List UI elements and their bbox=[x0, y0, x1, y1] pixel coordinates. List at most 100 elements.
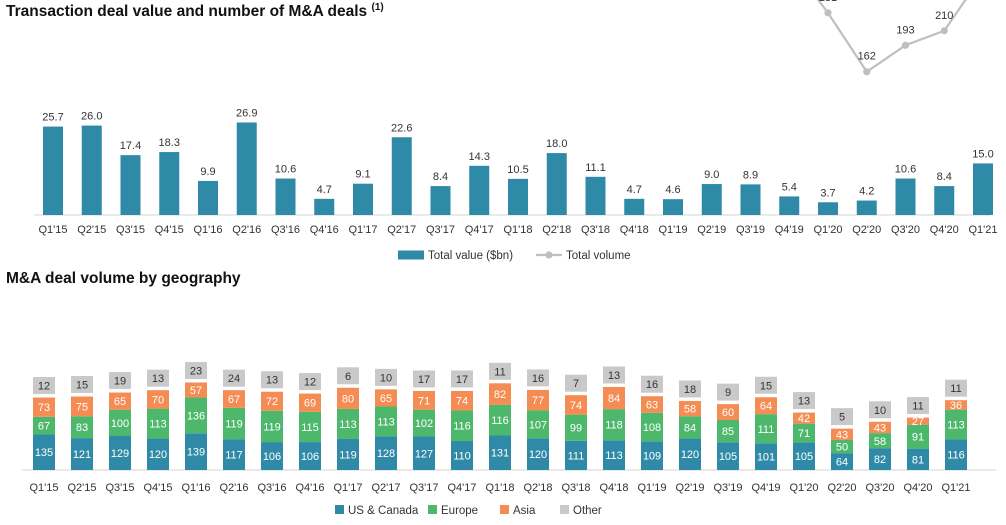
stack-label-asia: 64 bbox=[760, 401, 772, 413]
value-bar bbox=[430, 186, 451, 215]
stack-label-us-canada: 101 bbox=[757, 452, 775, 464]
value-bar-label: 4.2 bbox=[859, 186, 874, 198]
stack-segment-europe bbox=[337, 408, 359, 439]
stack-segment-us-canada bbox=[527, 438, 549, 470]
stack-label-asia: 60 bbox=[722, 407, 734, 419]
stack-segment-us-canada bbox=[679, 438, 701, 470]
x-tick-label: Q1'15 bbox=[38, 224, 67, 236]
stack-segment-europe bbox=[869, 433, 891, 449]
stack-segment-other bbox=[603, 366, 625, 384]
stack-segment-europe bbox=[945, 409, 967, 440]
value-bar bbox=[624, 198, 645, 215]
stack-segment-asia bbox=[603, 386, 625, 410]
value-bar bbox=[508, 178, 528, 215]
x-tick-label: Q1'18 bbox=[503, 224, 532, 236]
x-tick-label: Q1'16 bbox=[193, 224, 222, 236]
chart2-title-text: M&A deal volume by geography bbox=[6, 270, 241, 287]
stack-segment-us-canada bbox=[869, 448, 891, 470]
stack-segment-europe bbox=[33, 416, 55, 435]
stack-label-us-canada: 121 bbox=[73, 449, 91, 461]
stack-label-europe: 99 bbox=[570, 423, 582, 435]
stack-label-europe: 113 bbox=[149, 418, 167, 430]
x-tick-label: Q3'17 bbox=[426, 224, 455, 236]
x-tick-label: Q3'15 bbox=[105, 482, 134, 494]
stack-label-asia: 70 bbox=[152, 394, 164, 406]
stack-label-other: 12 bbox=[38, 381, 50, 393]
x-tick-label: Q2'19 bbox=[675, 482, 704, 494]
stack-segment-europe bbox=[185, 397, 207, 434]
stack-label-other: 18 bbox=[684, 384, 696, 396]
stack-label-asia: 69 bbox=[304, 398, 316, 410]
stack-label-us-canada: 109 bbox=[643, 451, 661, 463]
value-bar-label: 8.9 bbox=[743, 169, 758, 181]
stack-segment-asia bbox=[755, 397, 777, 415]
stack-segment-us-canada bbox=[33, 434, 55, 470]
stack-label-other: 11 bbox=[494, 366, 505, 378]
stack-segment-europe bbox=[147, 408, 169, 439]
stack-label-other: 11 bbox=[950, 383, 961, 395]
value-bar bbox=[469, 165, 490, 215]
stack-label-asia: 43 bbox=[874, 422, 886, 434]
stack-segment-other bbox=[223, 369, 245, 387]
stack-segment-asia bbox=[527, 389, 549, 411]
value-bar-label: 9.1 bbox=[355, 169, 370, 181]
stack-label-asia: 65 bbox=[114, 396, 126, 408]
x-tick-label: Q3'18 bbox=[581, 224, 610, 236]
stack-segment-asia bbox=[831, 428, 853, 440]
chart1-title-text: Transaction deal value and number of M&A… bbox=[6, 3, 368, 21]
volume-point-label: 162 bbox=[858, 51, 876, 63]
value-bar bbox=[391, 137, 412, 215]
stack-label-us-canada: 129 bbox=[111, 448, 129, 460]
value-bar-label: 15.0 bbox=[972, 148, 993, 160]
x-tick-label: Q1'20 bbox=[813, 224, 842, 236]
stack-label-us-canada: 127 bbox=[415, 448, 433, 460]
stack-label-europe: 118 bbox=[605, 420, 623, 432]
stack-label-other: 19 bbox=[114, 376, 126, 388]
stack-label-asia: 74 bbox=[456, 396, 468, 408]
stack-segment-us-canada bbox=[375, 436, 397, 470]
stack-segment-other bbox=[679, 380, 701, 398]
stack-segment-asia bbox=[489, 383, 511, 405]
stack-segment-europe bbox=[261, 410, 283, 443]
value-bar-label: 5.4 bbox=[782, 181, 797, 193]
value-bar bbox=[973, 163, 993, 215]
x-tick-label: Q2'16 bbox=[219, 482, 248, 494]
stack-segment-asia bbox=[109, 392, 131, 410]
stack-label-us-canada: 82 bbox=[874, 454, 886, 466]
volume-point bbox=[940, 27, 948, 35]
value-bar-label: 10.5 bbox=[507, 164, 528, 176]
stack-label-europe: 113 bbox=[339, 419, 357, 431]
stack-label-other: 10 bbox=[874, 405, 886, 417]
stack-segment-other bbox=[489, 362, 511, 380]
stack-label-other: 17 bbox=[456, 374, 468, 386]
stack-segment-asia bbox=[223, 390, 245, 408]
stack-label-other: 16 bbox=[532, 373, 544, 385]
stack-segment-asia bbox=[451, 390, 473, 411]
stack-segment-asia bbox=[33, 397, 55, 417]
stack-segment-europe bbox=[793, 423, 815, 443]
x-tick-label: Q4'16 bbox=[295, 482, 324, 494]
stack-segment-asia bbox=[869, 421, 891, 434]
stack-segment-other bbox=[413, 370, 435, 388]
stack-label-europe: 84 bbox=[684, 422, 696, 434]
stack-label-asia: 57 bbox=[190, 385, 202, 397]
value-bar-label: 9.0 bbox=[704, 169, 719, 181]
x-tick-label: Q2'16 bbox=[232, 224, 261, 236]
x-tick-label: Q1'21 bbox=[968, 224, 997, 236]
x-tick-label: Q2'17 bbox=[387, 224, 416, 236]
volume-point-label: 193 bbox=[896, 24, 914, 36]
x-tick-label: Q4'20 bbox=[930, 224, 959, 236]
stack-segment-us-canada bbox=[793, 442, 815, 470]
stack-segment-us-canada bbox=[223, 439, 245, 470]
volume-point bbox=[863, 68, 871, 76]
x-tick-label: Q4'19 bbox=[775, 224, 804, 236]
legend-swatch-other bbox=[560, 505, 569, 514]
x-tick-label: Q3'19 bbox=[736, 224, 765, 236]
value-bar bbox=[314, 198, 335, 215]
legend-swatch-europe bbox=[428, 505, 437, 514]
legend-swatch-total-value bbox=[398, 250, 424, 260]
value-bar bbox=[236, 122, 257, 215]
stack-label-other: 15 bbox=[76, 379, 88, 391]
stack-label-asia: 77 bbox=[532, 395, 544, 407]
stack-label-asia: 82 bbox=[494, 389, 506, 401]
